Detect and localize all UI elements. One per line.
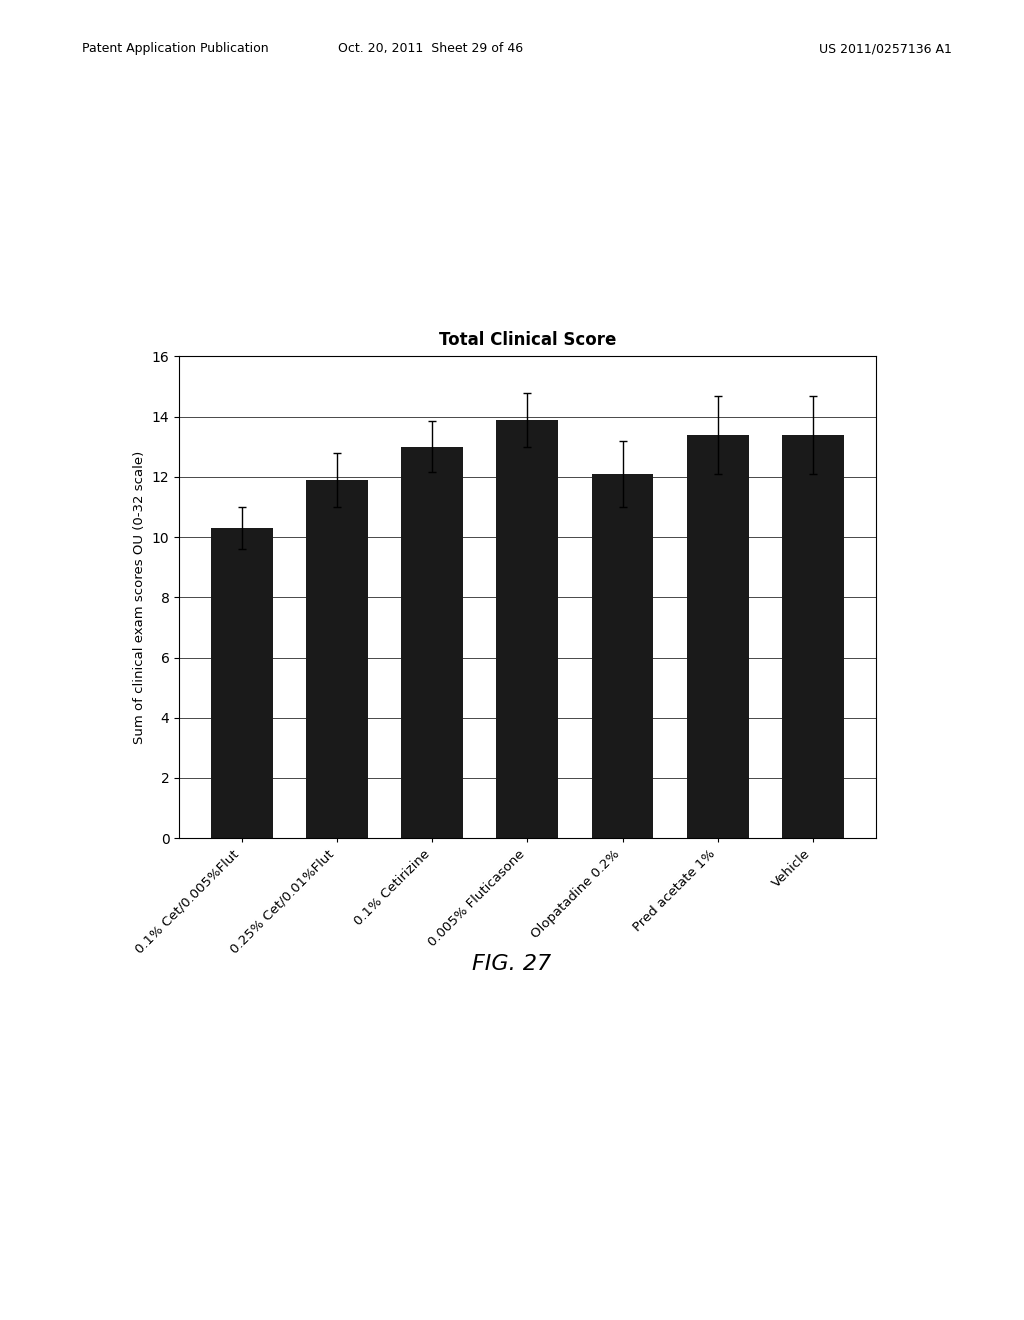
Text: Oct. 20, 2011  Sheet 29 of 46: Oct. 20, 2011 Sheet 29 of 46 [338, 42, 522, 55]
Y-axis label: Sum of clinical exam scores OU (0-32 scale): Sum of clinical exam scores OU (0-32 sca… [133, 450, 146, 744]
Bar [211, 528, 272, 838]
Text: Patent Application Publication: Patent Application Publication [82, 42, 268, 55]
Bar [782, 434, 844, 838]
Bar [592, 474, 653, 838]
Text: US 2011/0257136 A1: US 2011/0257136 A1 [819, 42, 952, 55]
Title: Total Clinical Score: Total Clinical Score [438, 331, 616, 350]
Bar [497, 420, 558, 838]
Bar [687, 434, 749, 838]
Bar [401, 446, 463, 838]
Text: FIG. 27: FIG. 27 [472, 953, 552, 974]
Bar [306, 480, 368, 838]
